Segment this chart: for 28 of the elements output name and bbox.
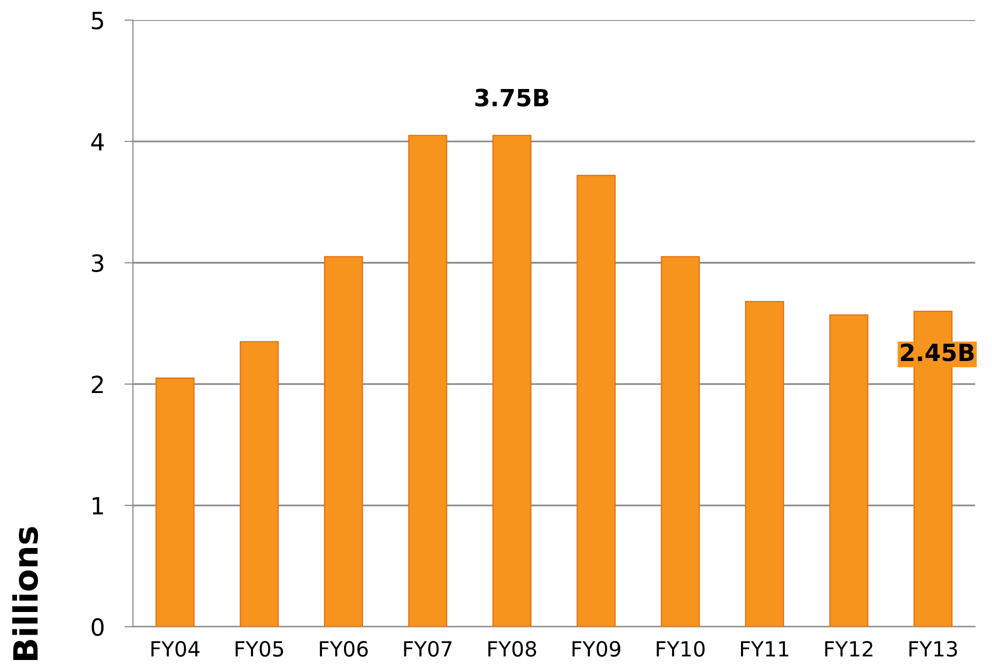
bar: [408, 134, 448, 627]
bar: [492, 134, 532, 627]
bar: [829, 314, 868, 627]
x-tick-label: FY11: [741, 641, 788, 656]
x-tick-label: FY06: [320, 640, 368, 657]
bar: [660, 256, 700, 627]
x-tick-label: FY08: [488, 640, 536, 657]
y-tick-label: 1: [92, 497, 103, 514]
x-tick-label: FY10: [656, 640, 705, 657]
annotation: 2.45B: [900, 343, 974, 362]
bar: [745, 301, 784, 627]
x-tick-label: FY09: [572, 640, 620, 657]
y-axis-title: Billions: [12, 527, 38, 660]
x-tick-label: FY05: [236, 640, 284, 657]
y-tick-label: 0: [92, 618, 104, 636]
bar: [324, 256, 363, 627]
bar: [576, 174, 616, 627]
y-tick-label: 2: [92, 376, 103, 394]
x-tick-label: FY07: [404, 640, 452, 657]
x-tick-label: FY13: [909, 640, 957, 657]
x-tick-label: FY04: [151, 640, 200, 657]
x-tick-label: FY12: [825, 640, 872, 656]
bar: [156, 377, 195, 627]
y-tick-label: 5: [92, 12, 104, 30]
y-tick-label: 3: [92, 254, 104, 272]
bar: [240, 341, 279, 627]
y-tick-label: 4: [91, 133, 104, 150]
annotation: 3.75B: [475, 88, 548, 107]
